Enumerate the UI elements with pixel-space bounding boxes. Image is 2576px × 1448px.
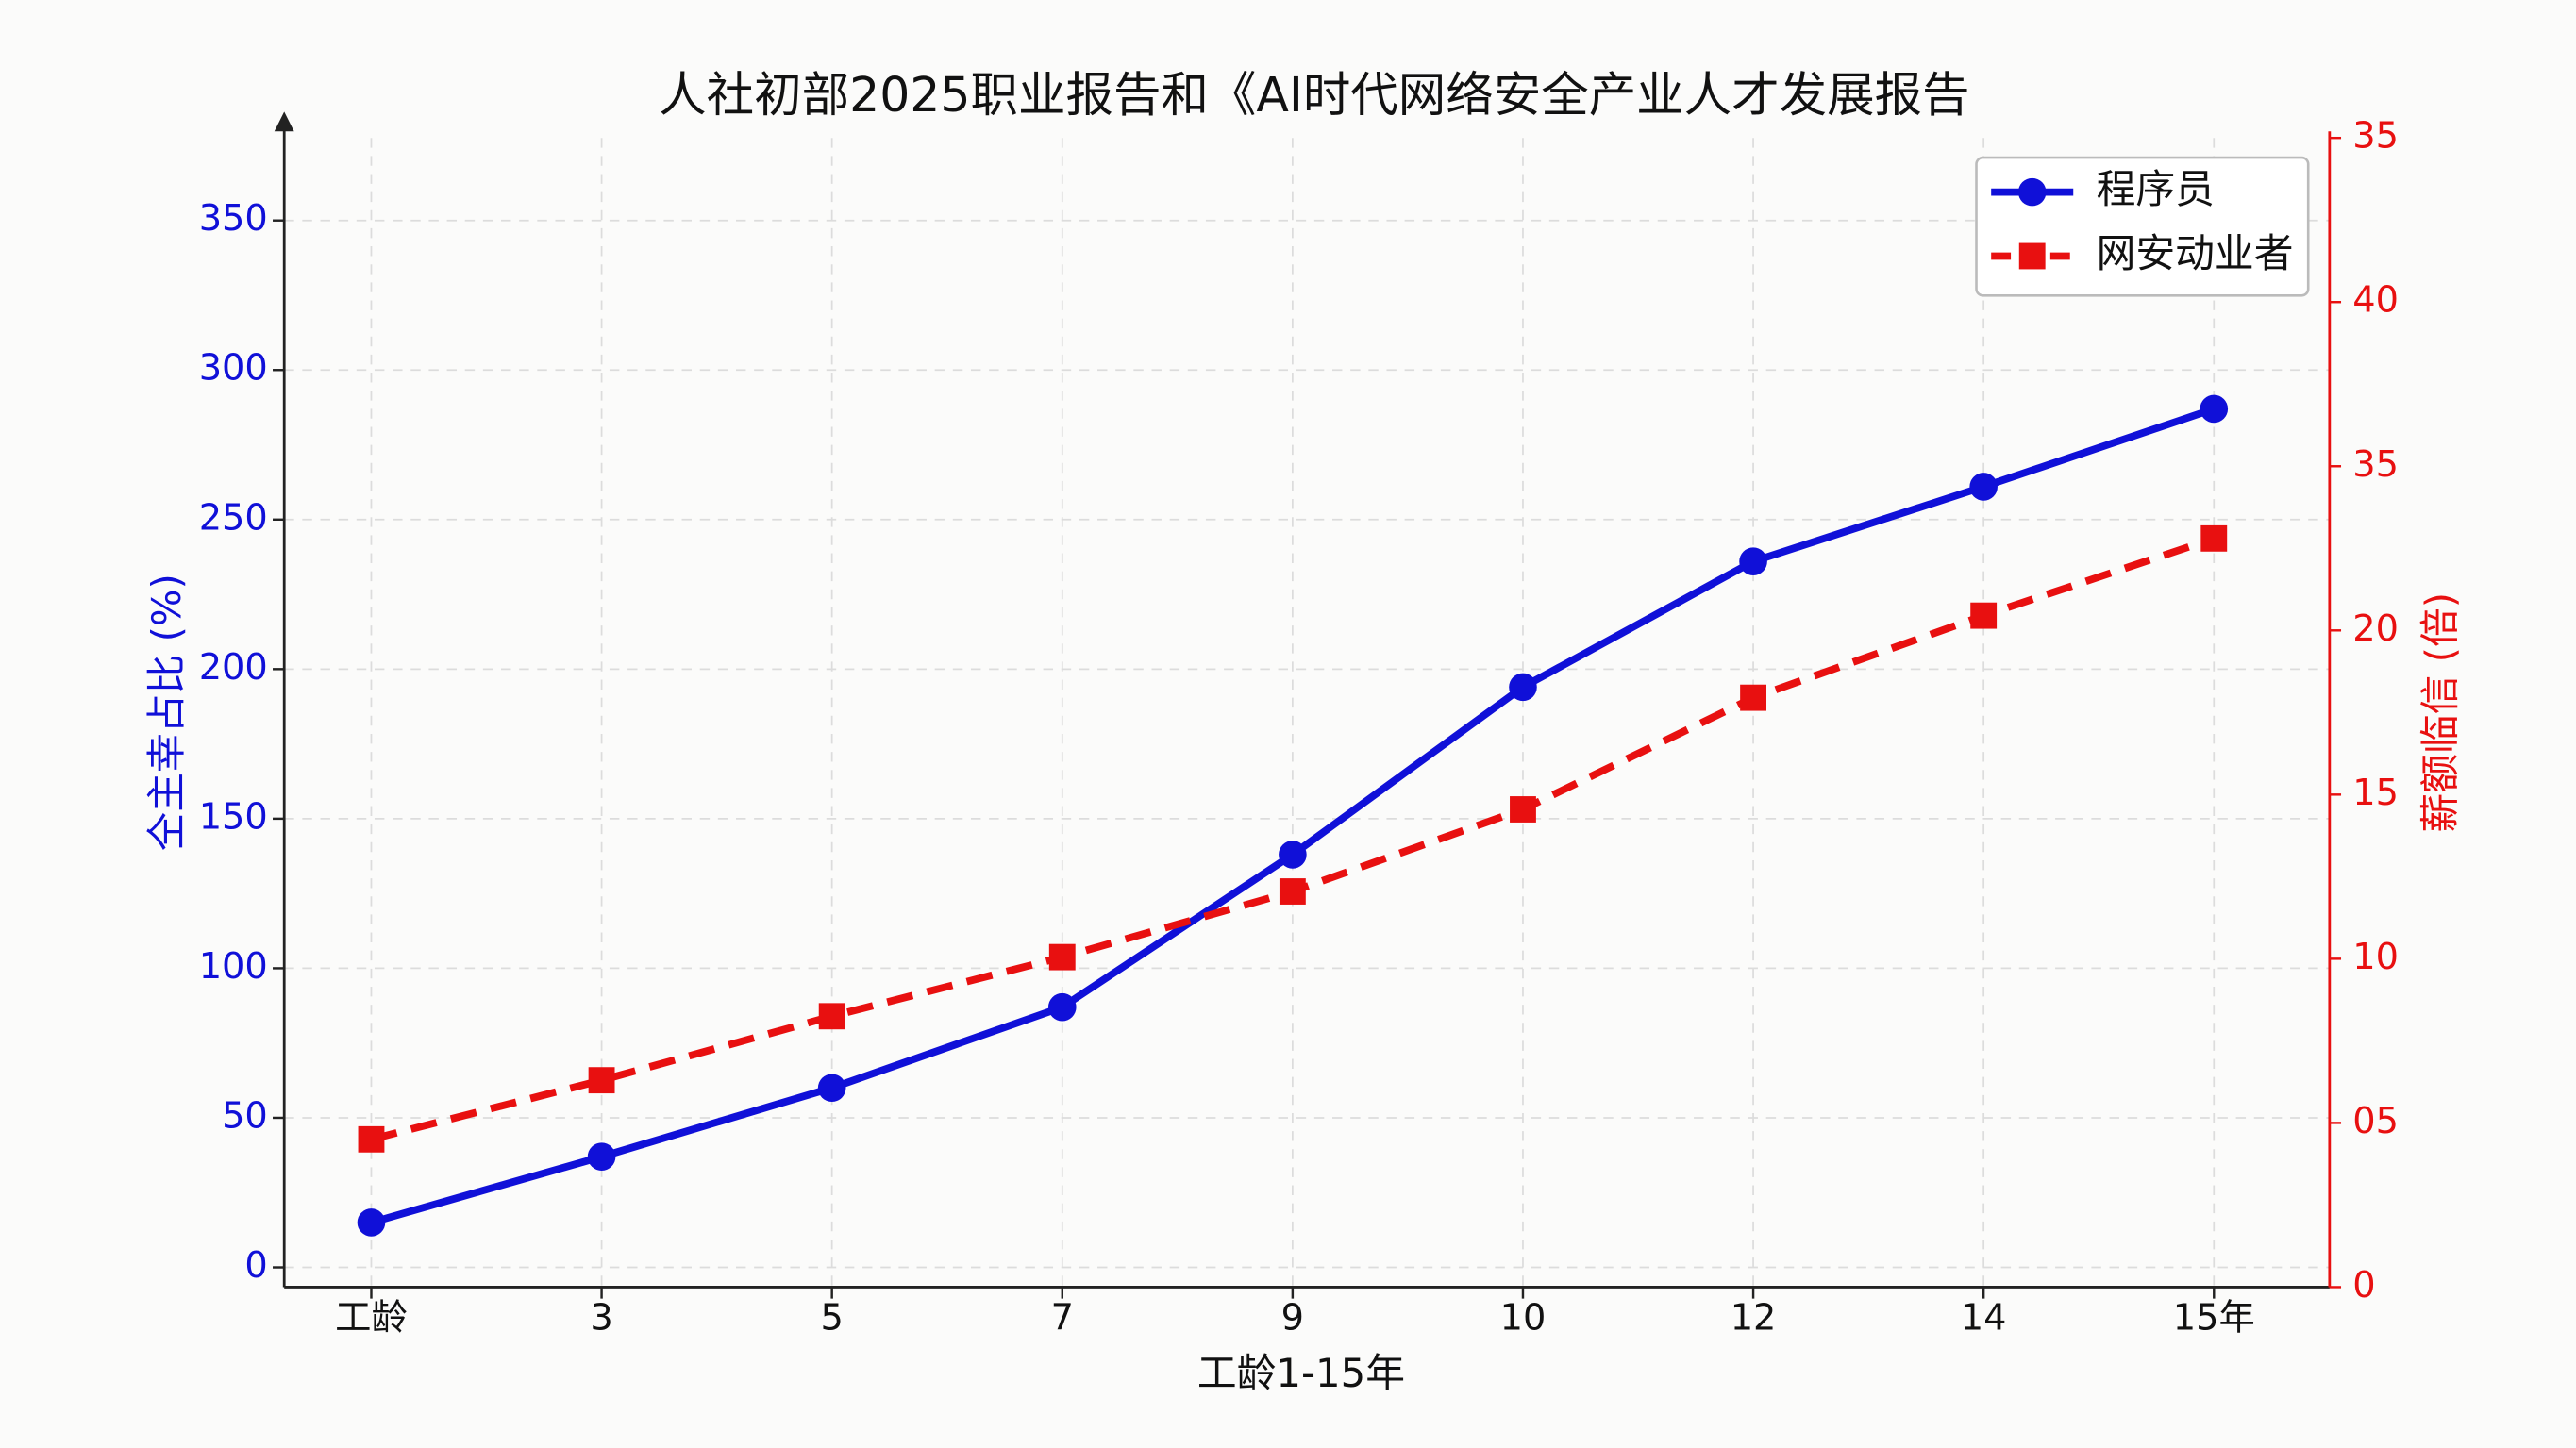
legend-marker [2018, 242, 2046, 270]
x-tick-label: 12 [1731, 1297, 1777, 1340]
y2-tick-label: 10 [2352, 936, 2399, 978]
y2-tick-label: 15 [2352, 772, 2399, 814]
y-tick-label: 300 [199, 347, 268, 390]
point [2200, 394, 2229, 424]
x-tick-label: 5 [820, 1297, 843, 1340]
point [817, 1074, 846, 1103]
point [1279, 878, 1306, 905]
y-tick-label: 350 [199, 197, 268, 240]
x-tick-label: 14 [1961, 1297, 2007, 1340]
point [1509, 673, 1537, 702]
x-tick-label: 7 [1051, 1297, 1074, 1340]
y-tick-label: 50 [222, 1094, 268, 1137]
y2-tick-label: 35 [2352, 115, 2399, 158]
y2-tick-label: 0 [2352, 1264, 2375, 1307]
point [1969, 473, 1998, 501]
y-tick-label: 100 [199, 945, 268, 988]
y-tick-label: 150 [199, 795, 268, 838]
y2-tick-label: 05 [2352, 1100, 2399, 1142]
point [587, 1142, 616, 1171]
x-tick-label: 工龄 [335, 1297, 408, 1340]
x-tick-label: 9 [1281, 1297, 1304, 1340]
x-axis-label: 工龄1-15年 [1197, 1350, 1405, 1396]
y-axis-arrow [274, 111, 294, 132]
point [1739, 547, 1767, 575]
y-axis-label: 仝主幸占比 (%) [143, 574, 190, 851]
x-tick-label: 15年 [2173, 1297, 2255, 1340]
point [1740, 684, 1766, 711]
point [818, 1003, 845, 1030]
point [1279, 841, 1307, 869]
y2-tick-label: 20 [2352, 607, 2399, 650]
x-tick-label: 3 [590, 1297, 612, 1340]
point [357, 1208, 386, 1237]
y-tick-label: 200 [199, 646, 268, 689]
chart-title: 人社初部2025职业报告和《AI时代网络安全产业人才发展报告 [659, 67, 1969, 123]
y-tick-label: 250 [199, 496, 268, 539]
legend-label: 程序员 [2097, 166, 2215, 212]
y-tick-label: 0 [244, 1244, 267, 1287]
y2-tick-label: 40 [2352, 279, 2399, 322]
legend-label: 网安动业者 [2097, 230, 2294, 276]
point [358, 1125, 385, 1153]
x-tick-label: 10 [1500, 1297, 1547, 1340]
y2-tick-label: 35 [2352, 443, 2399, 486]
point [2200, 524, 2228, 552]
point [1970, 602, 1998, 629]
point [1048, 943, 1076, 971]
point [1047, 992, 1077, 1022]
point [588, 1067, 615, 1094]
point [1510, 796, 1536, 823]
legend-marker [2017, 177, 2047, 207]
y2-axis-label: 薪额临信 (倍) [2417, 592, 2463, 833]
